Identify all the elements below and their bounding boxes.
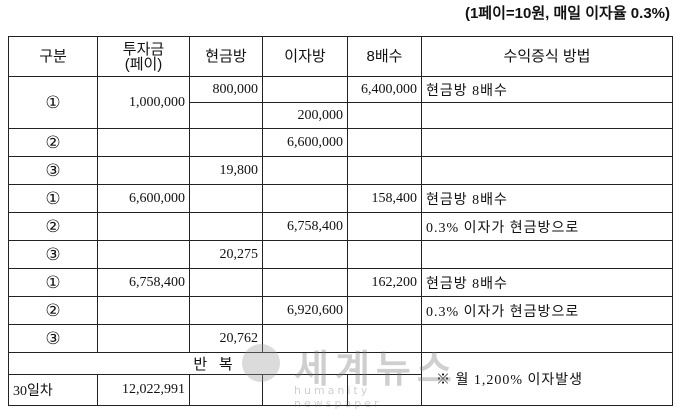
table-cell <box>421 324 673 353</box>
table-row: 30일차 12,022,991 <box>8 374 673 406</box>
table-row: ③ 19,800 <box>8 156 673 185</box>
table-cell <box>347 156 422 185</box>
table-cell: 12,022,991 <box>97 374 190 406</box>
table-cell <box>262 268 348 297</box>
note: (1페이=10원, 매일 이자율 0.3%) <box>464 5 670 22</box>
table-cell <box>189 374 263 406</box>
table-cell: ② <box>8 212 98 241</box>
table-cell: 800,000 <box>189 76 263 103</box>
table-cell: 200,000 <box>262 102 348 129</box>
table-cell: ① <box>8 184 98 213</box>
table-header: 8배수 <box>347 36 422 77</box>
table-cell <box>347 374 422 406</box>
table-cell <box>262 76 348 103</box>
table: 구분 투자금 (페이) 현금방 이자방 8배수 수익증식 방법 ① 1,000,000 800,… <box>8 36 673 406</box>
table-header: 수익증식 방법 <box>421 36 673 77</box>
table-cell <box>421 240 673 269</box>
table-cell: 반 복 <box>8 352 422 375</box>
table-cell <box>262 156 348 185</box>
table-row: ② 6,600,000 <box>8 128 673 157</box>
table-cell <box>97 324 190 353</box>
table-cell: ※ 월 1,200% 이자발생 <box>421 352 673 406</box>
table-cell: ③ <box>8 324 98 353</box>
table-cell <box>189 184 263 213</box>
table-cell <box>262 240 348 269</box>
table-header: 투자금 (페이) <box>97 36 190 77</box>
table-row: ② 6,758,400 0.3% 이자가 현금방으로 <box>8 212 673 241</box>
table-cell <box>347 240 422 269</box>
table-cell <box>97 240 190 269</box>
table-cell <box>262 374 348 406</box>
table-cell <box>347 102 422 129</box>
table-header: 구분 <box>8 36 98 77</box>
table-cell: 20,762 <box>189 324 263 353</box>
table-cell: ③ <box>8 156 98 185</box>
table-cell: 158,400 <box>347 184 422 213</box>
table-row: ① 6,758,400 162,200 현금방 8배수 <box>8 268 673 297</box>
table-cell: 0.3% 이자가 현금방으로 <box>421 296 673 325</box>
table-cell <box>189 212 263 241</box>
table-cell <box>421 156 673 185</box>
table-cell <box>189 102 263 129</box>
table-row: 반 복 ※ 월 1,200% 이자발생 <box>8 352 673 406</box>
table-cell: 1,000,000 <box>97 76 190 129</box>
table-header: 현금방 <box>189 36 263 77</box>
table-row: ③ 20,275 <box>8 240 673 269</box>
table-cell <box>97 128 190 157</box>
table-cell <box>189 296 263 325</box>
table-cell <box>347 128 422 157</box>
table-cell: 20,275 <box>189 240 263 269</box>
table-cell: ③ <box>8 240 98 269</box>
table-cell <box>347 212 422 241</box>
table-header: 이자방 <box>262 36 348 77</box>
table-cell <box>262 184 348 213</box>
table-cell: 현금방 8배수 <box>421 184 673 213</box>
table-cell: 현금방 8배수 <box>421 76 673 103</box>
table-cell <box>421 128 673 157</box>
table-cell: 6,600,000 <box>97 184 190 213</box>
table-cell: 19,800 <box>189 156 263 185</box>
table-cell: 6,920,600 <box>262 296 348 325</box>
table-cell <box>262 324 348 353</box>
table-row: ② 6,920,600 0.3% 이자가 현금방으로 <box>8 296 673 325</box>
table-cell: 0.3% 이자가 현금방으로 <box>421 212 673 241</box>
table-cell <box>189 268 263 297</box>
table-cell: 6,758,400 <box>97 268 190 297</box>
table-cell <box>97 156 190 185</box>
table-cell: ② <box>8 128 98 157</box>
table-row: ③ 20,762 <box>8 324 673 353</box>
table-row: ① 6,600,000 158,400 현금방 8배수 <box>8 184 673 213</box>
table-cell: 현금방 8배수 <box>421 268 673 297</box>
table-cell <box>347 324 422 353</box>
table-cell <box>97 212 190 241</box>
table-row: 구분 투자금 (페이) 현금방 이자방 8배수 수익증식 방법 <box>8 36 673 77</box>
table-cell: ① <box>8 76 98 129</box>
table-cell <box>421 102 673 129</box>
table-cell <box>189 128 263 157</box>
table-row: ① 1,000,000 800,000 6,400,000 현금방 8배수 <box>8 76 673 129</box>
table-cell: ② <box>8 296 98 325</box>
table-cell <box>347 296 422 325</box>
table-cell: 6,400,000 <box>347 76 422 103</box>
table-cell: 30일차 <box>8 374 98 406</box>
table-cell: 162,200 <box>347 268 422 297</box>
table-cell: 6,758,400 <box>262 212 348 241</box>
table-cell: ① <box>8 268 98 297</box>
table-cell: 6,600,000 <box>262 128 348 157</box>
table-cell <box>97 296 190 325</box>
